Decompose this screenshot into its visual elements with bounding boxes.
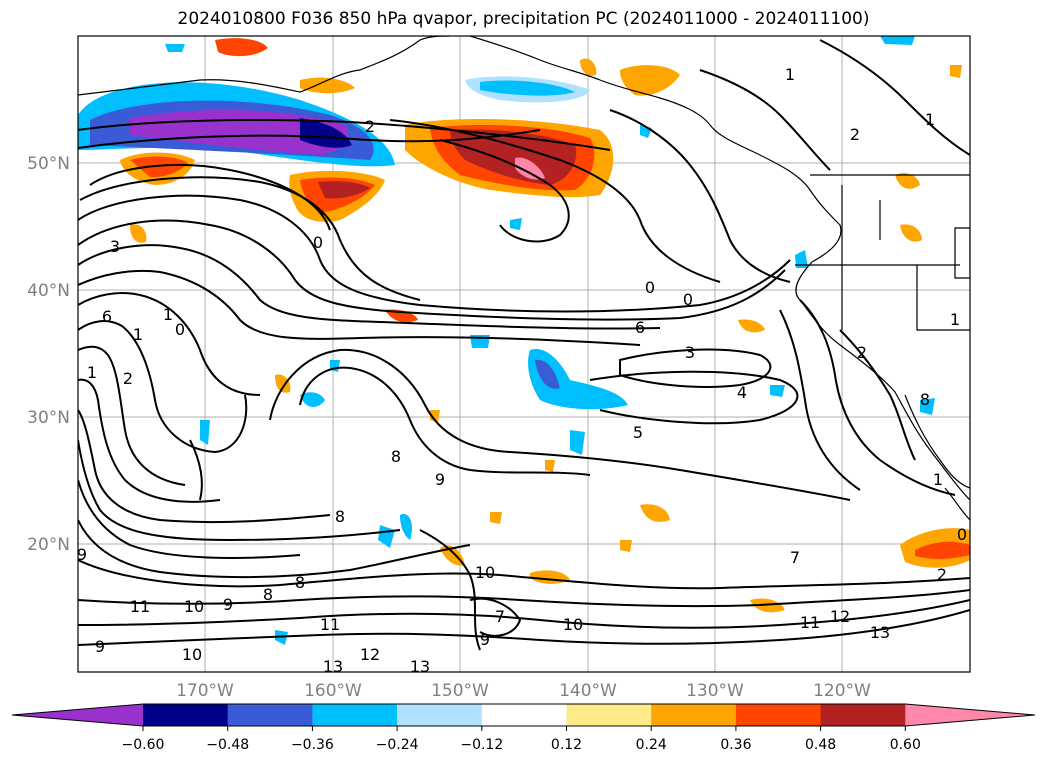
contour-label: 12 xyxy=(830,607,850,626)
colorbar-tick-label: −0.24 xyxy=(376,737,419,753)
colorbar-bin xyxy=(312,704,398,726)
colorbar-tick-label: −0.36 xyxy=(291,737,334,753)
lon-label: 170°W xyxy=(176,681,234,701)
contour-label: 1 xyxy=(87,363,97,382)
lat-label: 40°N xyxy=(27,281,70,301)
longitude-labels: 170°W 160°W 150°W 140°W 130°W 120°W xyxy=(176,681,871,701)
contour-label: 1 xyxy=(925,110,935,129)
contour-label: 0 xyxy=(313,233,323,252)
colorbar-bin xyxy=(481,704,567,726)
contour-label: 8 xyxy=(295,573,305,592)
colorbar-extend-low xyxy=(12,704,143,726)
colorbar-tick-label: −0.48 xyxy=(206,737,249,753)
contour-label: 1 xyxy=(950,310,960,329)
colorbar-bin xyxy=(566,704,652,726)
contour-label: 8 xyxy=(335,507,345,526)
colorbar-bin xyxy=(227,704,313,726)
colorbar-bin xyxy=(735,704,822,726)
contour-label: 9 xyxy=(223,595,233,614)
lat-label: 50°N xyxy=(27,154,70,174)
contour-label: 8 xyxy=(391,447,401,466)
lon-label: 140°W xyxy=(559,681,617,701)
contour-label: 8 xyxy=(263,585,273,604)
colorbar: −0.60 −0.48 −0.36 −0.24 −0.12 0.12 0.24 0.36 0.4… xyxy=(11,703,1036,753)
lon-label: 130°W xyxy=(686,681,744,701)
contour-label: 3 xyxy=(685,343,695,362)
contour-label: 9 xyxy=(435,470,445,489)
lat-label: 20°N xyxy=(27,535,70,555)
contour-label: 7 xyxy=(495,607,505,626)
latitude-labels: 50°N 40°N 30°N 20°N xyxy=(27,154,70,555)
contour-label: 9 xyxy=(77,545,87,564)
contour-label: 4 xyxy=(737,383,747,402)
contour-label: 0 xyxy=(175,320,185,339)
colorbar-tick-label: 0.24 xyxy=(636,737,667,753)
contour-label: 6 xyxy=(102,307,112,326)
contour-label: 2 xyxy=(850,125,860,144)
plot-frame xyxy=(77,35,971,673)
colorbar-bin xyxy=(397,704,483,726)
contour-label: 11 xyxy=(320,615,340,634)
colorbar-tick-label: 0.48 xyxy=(805,737,836,753)
colorbar-bin xyxy=(143,704,229,726)
contour-label: 12 xyxy=(360,645,380,664)
contour-label: 10 xyxy=(182,645,202,664)
contour-label: 2 xyxy=(123,369,133,388)
contour-label: 13 xyxy=(870,623,890,642)
colorbar-bin xyxy=(651,704,737,726)
lon-label: 150°W xyxy=(431,681,489,701)
contour-label: 1 xyxy=(163,305,173,324)
contour-label: 0 xyxy=(957,525,967,544)
contour-label: 11 xyxy=(130,597,150,616)
contour-label: 13 xyxy=(410,657,430,676)
colorbar-tick-label: 0.60 xyxy=(890,737,921,753)
lon-label: 160°W xyxy=(304,681,362,701)
colorbar-tick-label: 0.36 xyxy=(720,737,751,753)
contour-label: 0 xyxy=(683,290,693,309)
contour-label: 2 xyxy=(365,117,375,136)
positive-anomaly-shading xyxy=(120,38,970,613)
lon-label: 120°W xyxy=(813,681,871,701)
contour-label: 5 xyxy=(633,423,643,442)
coastlines xyxy=(78,36,970,521)
contour-label: 9 xyxy=(95,637,105,656)
contour-label: 10 xyxy=(563,615,583,634)
contour-label: 1 xyxy=(133,325,143,344)
contour-label: 0 xyxy=(645,278,655,297)
contour-label: 9 xyxy=(480,630,490,649)
colorbar-tick-label: −0.12 xyxy=(460,737,503,753)
contour-label: 10 xyxy=(475,563,495,582)
contour-label: 13 xyxy=(323,657,343,676)
contour-label: 6 xyxy=(635,318,645,337)
contour-lines xyxy=(78,39,970,651)
contour-label: 7 xyxy=(790,548,800,567)
contour-label: 2 xyxy=(857,343,867,362)
colorbar-tick-label: −0.60 xyxy=(122,737,165,753)
lat-label: 30°N xyxy=(27,408,70,428)
map-title: 2024010800 F036 850 hPa qvapor, precipit… xyxy=(177,9,870,29)
colorbar-extend-high xyxy=(905,704,1035,726)
contour-label: 10 xyxy=(184,597,204,616)
colorbar-tick-label: 0.12 xyxy=(551,737,582,753)
contour-label: 1 xyxy=(785,65,795,84)
contour-label: 8 xyxy=(920,390,930,409)
contour-label: 2 xyxy=(937,565,947,584)
contour-label: 3 xyxy=(110,237,120,256)
colorbar-bin xyxy=(820,704,906,726)
contour-label: 1 xyxy=(933,470,943,489)
contour-label: 11 xyxy=(800,613,820,632)
